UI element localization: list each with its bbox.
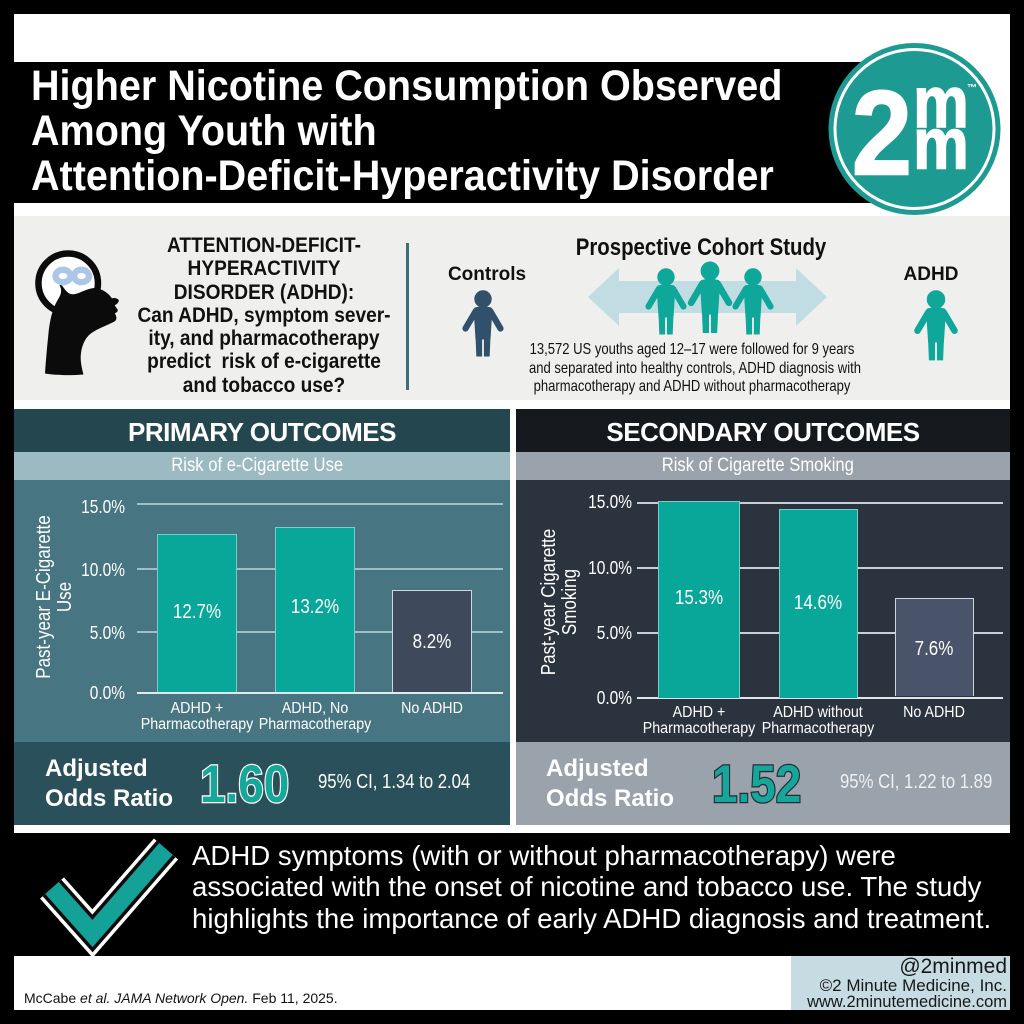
svg-text:m: m <box>913 63 969 143</box>
svg-text:2: 2 <box>852 66 913 201</box>
svg-text:m: m <box>913 104 969 184</box>
svg-text:™: ™ <box>967 83 977 94</box>
